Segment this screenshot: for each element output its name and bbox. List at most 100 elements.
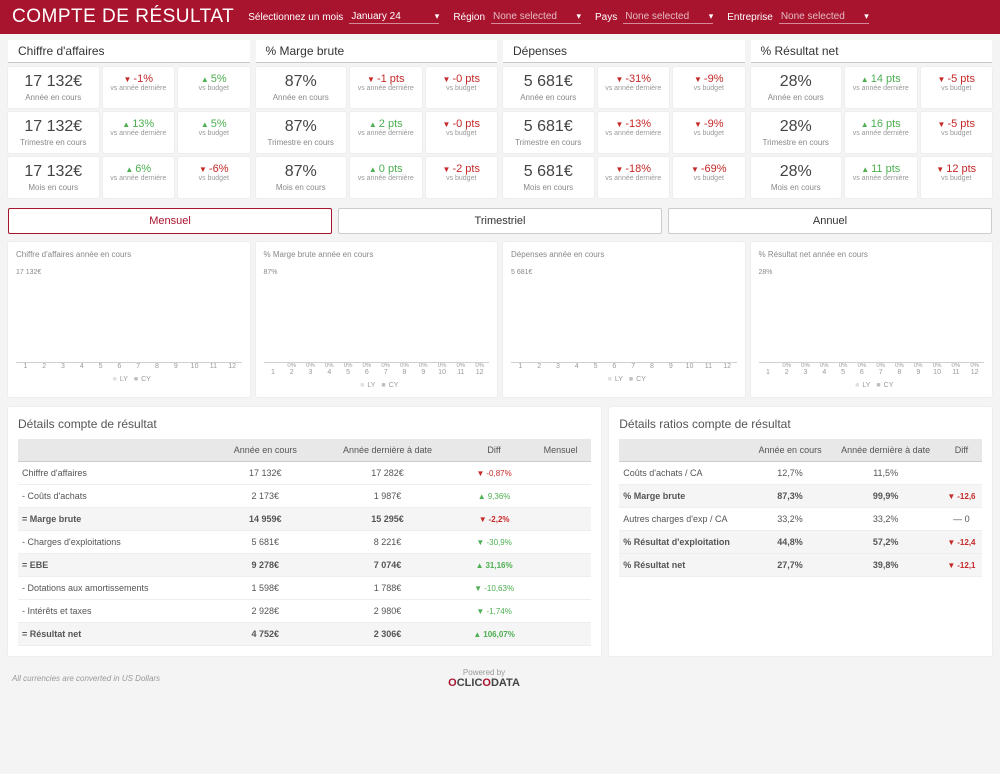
table-cell: 7 074€ (317, 554, 458, 577)
filter-dropdown[interactable]: None selected (623, 10, 713, 24)
kpi-delta: -6% vs budget (178, 157, 250, 198)
table-cell (530, 600, 591, 623)
period-tab[interactable]: Trimestriel (338, 208, 662, 234)
table-row: = Résultat net4 752€2 306€106,07% (18, 623, 591, 646)
kpi-header: Chiffre d'affaires (8, 40, 250, 63)
kpi-value-card: 17 132€Année en cours (8, 67, 99, 108)
table-cell: 1 598€ (214, 577, 317, 600)
chart-bars: 28% (759, 283, 985, 363)
kpi-delta: -9% vs budget (673, 67, 745, 108)
diff-cell: -12,6 (941, 485, 982, 508)
kpi-delta: -5 pts vs budget (921, 67, 993, 108)
kpi-header: % Marge brute (256, 40, 498, 63)
table-cell: 5 681€ (214, 531, 317, 554)
kpi-delta: -2 pts vs budget (426, 157, 498, 198)
period-tab[interactable]: Mensuel (8, 208, 332, 234)
table-cell (941, 462, 982, 485)
filter-label: Entreprise (727, 12, 773, 23)
table-header: Diff (458, 439, 530, 462)
page-title: COMPTE DE RÉSULTAT (12, 6, 234, 28)
filter-label: Sélectionnez un mois (248, 12, 343, 23)
kpi-delta: -1% vs année dernière (103, 67, 175, 108)
filter-dropdown[interactable]: January 24 (349, 10, 439, 24)
filter-0: Sélectionnez un mois January 24 (248, 10, 439, 24)
table-cell: % Résultat d'exploitation (619, 531, 749, 554)
table-cell (530, 531, 591, 554)
kpi-header: Dépenses (503, 40, 745, 63)
chart-bars: 17 132€ (16, 283, 242, 363)
kpi-column: % Résultat net 28%Année en cours 14 pts … (751, 40, 993, 198)
table-cell: 99,9% (830, 485, 940, 508)
table-cell: — 0 (941, 508, 982, 531)
chart-legend: LYCY (16, 376, 242, 383)
table-header: Année dernière à date (317, 439, 458, 462)
table-header (619, 439, 749, 462)
table-title: Détails ratios compte de résultat (619, 417, 982, 431)
ratios-table: Détails ratios compte de résultat Année … (609, 407, 992, 656)
kpi-row: 28%Trimestre en cours 16 pts vs année de… (751, 112, 993, 153)
table-cell: = EBE (18, 554, 214, 577)
mini-chart: % Marge brute année en cours87%0%0%0%0%0… (256, 242, 498, 397)
table-cell: 14 959€ (214, 508, 317, 531)
table-row: = EBE9 278€7 074€31,16% (18, 554, 591, 577)
footer-note: All currencies are converted in US Dolla… (12, 674, 160, 683)
kpi-delta: 11 pts vs année dernière (845, 157, 917, 198)
kpi-row: 17 132€Mois en cours 6% vs année dernièr… (8, 157, 250, 198)
kpi-row: 28%Année en cours 14 pts vs année derniè… (751, 67, 993, 108)
table-header: Année dernière à date (830, 439, 940, 462)
chart-legend: LYCY (759, 382, 985, 389)
table-row: Autres charges d'exp / CA33,2%33,2%— 0 (619, 508, 982, 531)
kpi-row: 87%Mois en cours 0 pts vs année dernière… (256, 157, 498, 198)
chart-bars: 87% (264, 283, 490, 363)
table-cell: 33,2% (750, 508, 831, 531)
filter-label: Région (453, 12, 485, 23)
kpi-delta: 5% vs budget (178, 112, 250, 153)
kpi-row: 5 681€Trimestre en cours -13% vs année d… (503, 112, 745, 153)
table-cell: % Résultat net (619, 554, 749, 577)
kpi-header: % Résultat net (751, 40, 993, 63)
table-cell: 27,7% (750, 554, 831, 577)
kpi-row: 87%Année en cours -1 pts vs année derniè… (256, 67, 498, 108)
table-cell (530, 577, 591, 600)
diff-cell: -2,2% (458, 508, 530, 531)
period-tab[interactable]: Annuel (668, 208, 992, 234)
kpi-value-card: 87%Mois en cours (256, 157, 347, 198)
kpi-value-card: 5 681€Année en cours (503, 67, 594, 108)
kpi-column: % Marge brute 87%Année en cours -1 pts v… (256, 40, 498, 198)
table-cell: 87,3% (750, 485, 831, 508)
diff-cell: -12,1 (941, 554, 982, 577)
table-row: - Dotations aux amortissements1 598€1 78… (18, 577, 591, 600)
footer: All currencies are converted in US Dolla… (0, 662, 1000, 695)
table-row: - Charges d'exploitations5 681€8 221€▼ -… (18, 531, 591, 554)
kpi-delta: -1 pts vs année dernière (350, 67, 422, 108)
details-table: Détails compte de résultat Année en cour… (8, 407, 601, 656)
kpi-delta: -18% vs année dernière (598, 157, 670, 198)
filter-dropdown[interactable]: None selected (491, 10, 581, 24)
kpi-value-card: 28%Mois en cours (751, 157, 842, 198)
table-cell: Coûts d'achats / CA (619, 462, 749, 485)
kpi-delta: -0 pts vs budget (426, 112, 498, 153)
kpi-delta: 5% vs budget (178, 67, 250, 108)
kpi-delta: 2 pts vs année dernière (350, 112, 422, 153)
kpi-delta: -31% vs année dernière (598, 67, 670, 108)
table-cell (530, 485, 591, 508)
kpi-value-card: 87%Trimestre en cours (256, 112, 347, 153)
table-cell: 12,7% (750, 462, 831, 485)
table-cell (530, 554, 591, 577)
kpi-delta: -0 pts vs budget (426, 67, 498, 108)
table-cell (530, 462, 591, 485)
kpi-delta: 12 pts vs budget (921, 157, 993, 198)
table-row: Coûts d'achats / CA12,7%11,5% (619, 462, 982, 485)
kpi-row: 5 681€Année en cours -31% vs année derni… (503, 67, 745, 108)
table-cell: - Intérêts et taxes (18, 600, 214, 623)
kpi-value-card: 17 132€Mois en cours (8, 157, 99, 198)
table-cell: 2 173€ (214, 485, 317, 508)
kpi-row: 28%Mois en cours 11 pts vs année dernièr… (751, 157, 993, 198)
filter-3: Entreprise None selected (727, 10, 869, 24)
table-cell: 33,2% (830, 508, 940, 531)
table-cell (530, 623, 591, 646)
kpi-delta: -13% vs année dernière (598, 112, 670, 153)
table-cell: 15 295€ (317, 508, 458, 531)
chart-legend: LYCY (511, 376, 737, 383)
filter-dropdown[interactable]: None selected (779, 10, 869, 24)
